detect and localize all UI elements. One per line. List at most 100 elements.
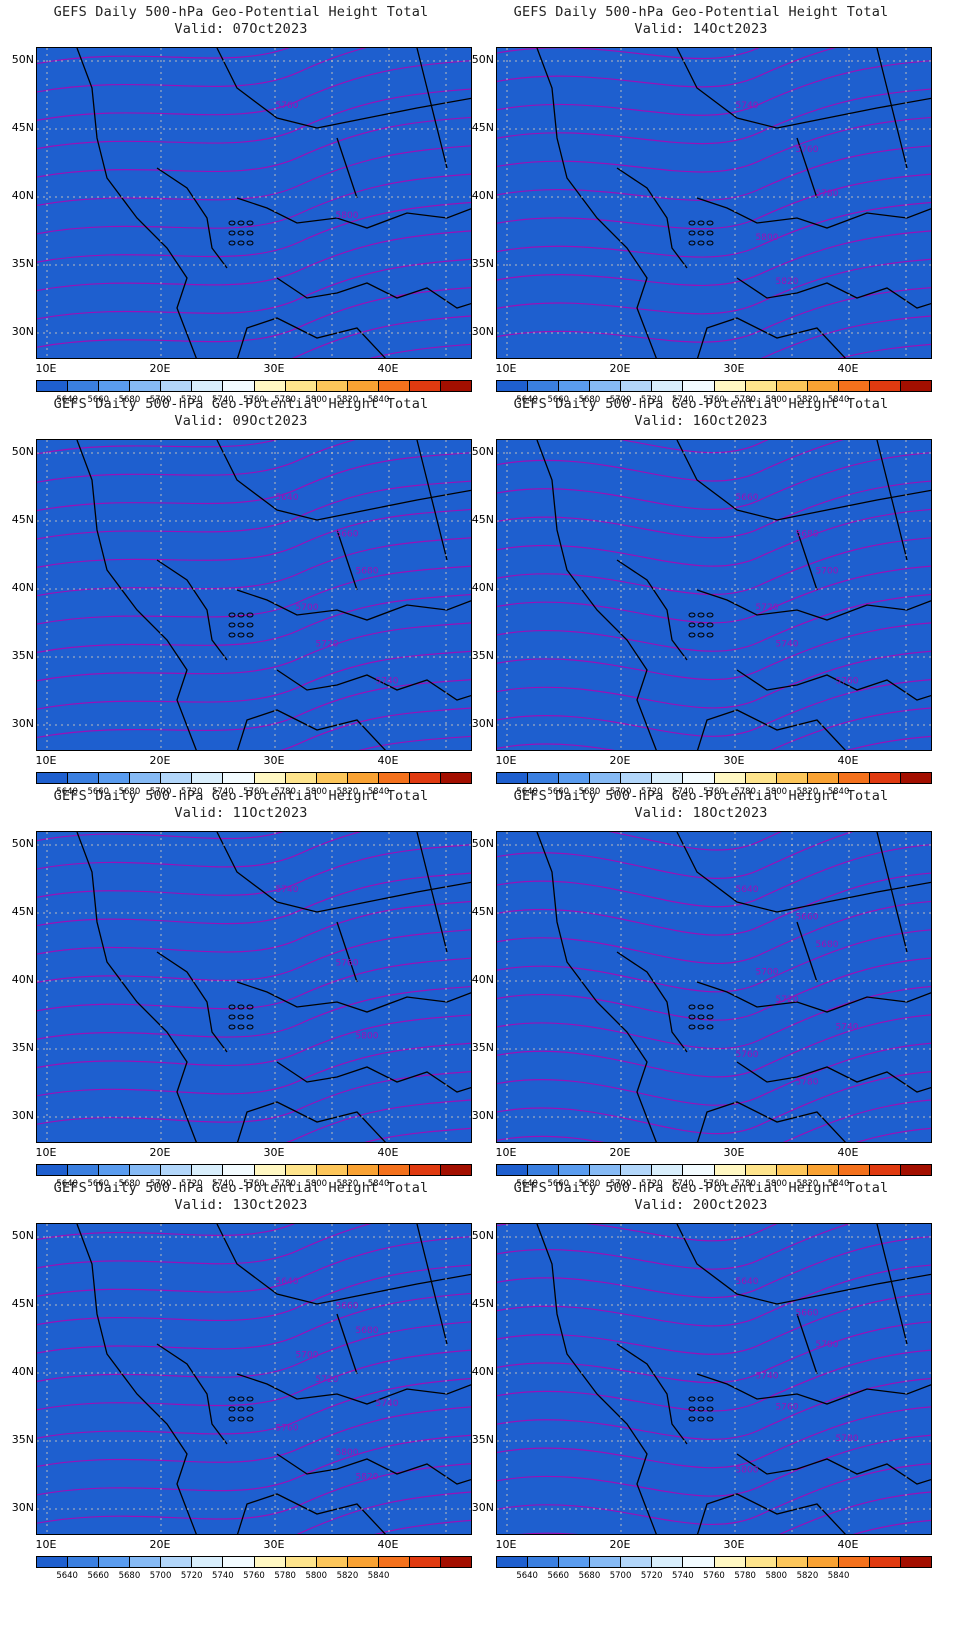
- longitude-label: 20E: [149, 1146, 171, 1159]
- island: [246, 220, 254, 226]
- colorbar-label: 5740: [212, 395, 234, 405]
- contour-label: 5680: [356, 566, 379, 576]
- colorbar-swatch: [745, 773, 777, 783]
- contour-line: [497, 1264, 931, 1327]
- latitude-label: 40N: [471, 581, 494, 594]
- colorbar: [496, 380, 932, 392]
- panel-title: GEFS Daily 500-hPa Geo-Potential Height …: [53, 396, 429, 412]
- colorbar-swatch: [130, 1165, 162, 1175]
- colorbar-label: 5660: [87, 787, 110, 797]
- colorbar-label: 5780: [734, 787, 756, 797]
- island: [246, 1396, 254, 1402]
- coastline: [236, 197, 471, 229]
- contour-line: [497, 707, 931, 750]
- colorbar-swatch: [590, 773, 622, 783]
- longitude-label: 10E: [35, 1538, 57, 1551]
- colorbar-label: 5840: [827, 787, 850, 797]
- colorbar-swatch: [776, 381, 808, 391]
- contour-line: [37, 258, 471, 320]
- colorbar-swatch: [590, 1557, 622, 1567]
- colorbar-label: 5640: [516, 395, 538, 405]
- longitude-label: 40E: [837, 1146, 859, 1159]
- coastline: [696, 1373, 931, 1405]
- contour-line: [37, 60, 471, 121]
- contour-line: [497, 537, 931, 596]
- longitude-label: 40E: [837, 362, 859, 375]
- colorbar-swatch: [347, 1557, 379, 1567]
- island: [697, 1014, 705, 1020]
- contour-line: [497, 201, 931, 258]
- contour-line: [497, 48, 760, 60]
- colorbar-label: 5660: [547, 787, 570, 797]
- contour-label: 5640: [276, 1277, 299, 1287]
- map-panel: GEFS Daily 500-hPa Geo-Potential Height …: [0, 392, 482, 802]
- contour-line: [37, 1377, 471, 1439]
- contour-line: [497, 1292, 931, 1355]
- island: [706, 240, 714, 246]
- contour-line: [497, 900, 931, 964]
- latitude-label: 30N: [11, 1109, 34, 1122]
- island: [688, 1406, 696, 1412]
- colorbar-swatch: [37, 381, 69, 391]
- coastline: [616, 559, 688, 661]
- colorbar-label: 5660: [87, 1179, 110, 1189]
- latitude-label: 45N: [471, 1297, 494, 1310]
- island: [706, 1014, 714, 1020]
- colorbar-swatch: [378, 1165, 410, 1175]
- colorbar-label: 5680: [118, 787, 141, 797]
- colorbar-swatch: [528, 773, 560, 783]
- island: [237, 632, 245, 638]
- island: [228, 1416, 236, 1422]
- colorbar-label: 5640: [56, 1179, 78, 1189]
- colorbar-swatch: [37, 1557, 69, 1567]
- coastline: [76, 1224, 197, 1534]
- colorbar-label: 5800: [765, 395, 788, 405]
- contour-line: [37, 1406, 471, 1468]
- island: [697, 612, 705, 618]
- colorbar-swatch: [497, 773, 529, 783]
- contour-line: [286, 1099, 471, 1142]
- colorbar-label: 5720: [640, 1571, 663, 1581]
- panel-valid-date: Valid: 07Oct2023: [174, 21, 308, 37]
- colorbar-swatch: [441, 1165, 472, 1175]
- longitude-label: 20E: [609, 1538, 631, 1551]
- contour-line: [497, 230, 931, 286]
- island: [706, 1406, 714, 1412]
- map-panel: GEFS Daily 500-hPa Geo-Potential Height …: [460, 784, 942, 1194]
- longitude-label: 40E: [837, 754, 859, 767]
- latitude-label: 35N: [11, 649, 34, 662]
- longitude-label: 30E: [723, 1538, 745, 1551]
- latitude-label: 50N: [11, 53, 34, 66]
- colorbar-swatch: [316, 1165, 348, 1175]
- colorbar-swatch: [161, 381, 193, 391]
- contour-line: [37, 201, 471, 263]
- latitude-label: 45N: [11, 121, 34, 134]
- coastline: [796, 1313, 818, 1375]
- contour-line: [37, 650, 471, 710]
- island: [237, 1396, 245, 1402]
- contour-label: 5820: [356, 1473, 379, 1483]
- island: [246, 612, 254, 618]
- colorbar-label: 5780: [274, 1179, 296, 1189]
- contour-line: [37, 1264, 471, 1326]
- colorbar-swatch: [409, 1165, 442, 1175]
- contour-line: [37, 1463, 471, 1524]
- map-panel: GEFS Daily 500-hPa Geo-Potential Height …: [0, 1176, 482, 1586]
- colorbar-swatch: [714, 1165, 746, 1175]
- contour-line: [37, 565, 471, 625]
- panel-title: GEFS Daily 500-hPa Geo-Potential Height …: [513, 788, 889, 804]
- contour-line: [37, 537, 471, 597]
- contour-label: 5780: [816, 189, 839, 199]
- colorbar-label: 5660: [87, 395, 110, 405]
- longitude-label: 30E: [263, 1538, 285, 1551]
- colorbar-label: 5820: [796, 787, 819, 797]
- colorbar-swatch: [254, 381, 286, 391]
- colorbar-swatch: [192, 773, 224, 783]
- colorbar-label: 5720: [180, 395, 203, 405]
- colorbar-label: 5760: [703, 1179, 725, 1189]
- longitude-label: 30E: [723, 362, 745, 375]
- contour-line: [497, 48, 836, 88]
- latitude-label: 50N: [471, 445, 494, 458]
- map-panel: GEFS Daily 500-hPa Geo-Potential Height …: [460, 1176, 942, 1586]
- panel-valid-date: Valid: 20Oct2023: [634, 1197, 768, 1213]
